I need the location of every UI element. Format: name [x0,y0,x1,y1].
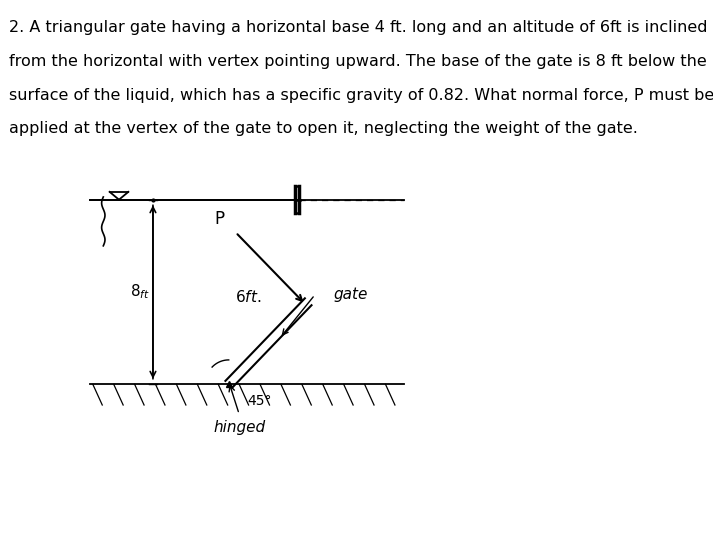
Text: 45°: 45° [247,394,272,408]
Text: gate: gate [333,287,368,302]
Text: surface of the liquid, which has a specific gravity of 0.82. What normal force, : surface of the liquid, which has a speci… [9,88,713,103]
Text: applied at the vertex of the gate to open it, neglecting the weight of the gate.: applied at the vertex of the gate to ope… [9,121,638,136]
Text: P: P [215,210,225,228]
Text: hinged: hinged [213,420,265,435]
Text: $6ft.$: $6ft.$ [235,289,261,305]
Text: 2. A triangular gate having a horizontal base 4 ft. long and an altitude of 6ft : 2. A triangular gate having a horizontal… [9,20,713,35]
Text: $8_{ft}$: $8_{ft}$ [130,283,150,301]
Text: from the horizontal with vertex pointing upward. The base of the gate is 8 ft be: from the horizontal with vertex pointing… [9,54,707,69]
